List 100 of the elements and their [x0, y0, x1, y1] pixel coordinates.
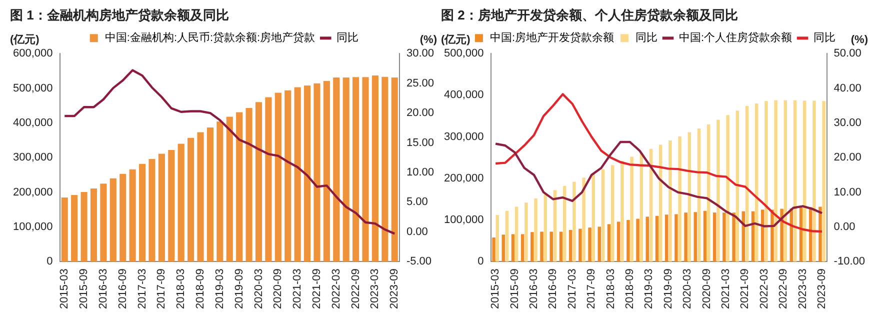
x-tick-label: 2019-03	[214, 268, 226, 310]
bar	[284, 90, 292, 262]
y-tick-label: 0	[478, 256, 484, 268]
y-axis-title: (亿元)	[441, 34, 471, 46]
y2-tick-label: 10.00	[406, 166, 434, 179]
bar	[764, 101, 768, 262]
x-tick-label: 2021-09	[739, 268, 752, 310]
bar	[655, 216, 659, 262]
bar	[582, 178, 586, 262]
bar	[314, 83, 320, 262]
bar	[636, 218, 640, 262]
bar	[694, 212, 698, 262]
bar	[550, 232, 553, 262]
y-tick-label: 300,000	[12, 152, 53, 164]
legend-label: 中国:房地产开发贷款余额	[490, 31, 614, 44]
y-tick-label: 200,000	[444, 172, 484, 184]
y-tick-label: 0	[46, 256, 53, 268]
bar	[496, 215, 499, 262]
bar	[71, 195, 78, 262]
bar	[246, 108, 252, 262]
bar	[304, 86, 311, 262]
bar	[511, 234, 515, 262]
bar	[607, 224, 611, 262]
x-tick-label: 2017-03	[566, 268, 578, 310]
x-tick-label: 2018-03	[175, 268, 188, 310]
bar	[726, 115, 730, 262]
bar	[492, 238, 496, 262]
x-tick-label: 2017-09	[586, 268, 598, 310]
y2-tick-label: 5.00	[406, 196, 428, 208]
x-tick-label: 2019-03	[643, 268, 656, 310]
x-tick-label: 2015-03	[490, 268, 502, 310]
x-tick-label: 2022-03	[758, 268, 770, 310]
bar	[382, 76, 388, 262]
y2-tick-label: 0.00	[834, 220, 856, 233]
bar	[148, 159, 156, 262]
bar	[822, 101, 826, 262]
bar	[534, 198, 538, 262]
bar	[802, 100, 806, 262]
x-tick-label: 2015-03	[58, 268, 71, 310]
legend-label: 同比	[814, 31, 836, 44]
bar	[158, 154, 165, 262]
y-tick-label: 400,000	[12, 116, 53, 129]
x-tick-label: 2019-09	[662, 268, 674, 310]
y2-tick-label: 15.00	[406, 136, 434, 149]
x-tick-label: 2023-03	[369, 268, 382, 310]
bar	[188, 138, 194, 262]
bar	[236, 112, 243, 262]
x-tick-label: 2022-03	[330, 268, 342, 310]
bar	[812, 100, 816, 262]
y2-axis-title: (%)	[420, 34, 438, 46]
bar	[178, 144, 184, 262]
bar	[120, 174, 126, 262]
y2-tick-label: 50.00	[834, 48, 862, 60]
bar	[524, 202, 528, 262]
bar	[362, 77, 369, 262]
bar	[668, 140, 672, 262]
legend-label: 中国:个人住房贷款余额	[679, 31, 792, 44]
x-tick-label: 2020-09	[700, 268, 713, 310]
bar	[674, 214, 678, 262]
bar	[391, 78, 398, 262]
x-tick-label: 2020-03	[252, 268, 265, 310]
bar	[770, 210, 774, 262]
bar	[265, 97, 272, 262]
legend-label: 中国:金融机构:人民币:贷款余额:房地产贷款	[104, 31, 316, 44]
bar	[572, 182, 576, 262]
x-tick-label: 2023-03	[796, 268, 809, 310]
bar	[274, 92, 282, 262]
legend-label: 同比	[636, 31, 658, 44]
x-tick-label: 2021-09	[311, 268, 324, 310]
y-tick-label: 100,000	[12, 220, 53, 233]
x-tick-label: 2016-09	[547, 268, 560, 310]
x-tick-label: 2020-09	[272, 268, 284, 310]
bar	[601, 169, 605, 262]
y2-tick-label: 30.00	[834, 116, 862, 129]
bar	[61, 197, 68, 262]
bar	[520, 234, 524, 262]
bar	[774, 100, 778, 262]
bar	[514, 206, 518, 262]
x-tick-label: 2016-03	[528, 268, 540, 310]
chart-title: 图 2：房地产开发贷余额、个人住房贷款余额及同比	[441, 7, 738, 22]
y2-tick-label: 30.00	[406, 48, 434, 60]
bar	[168, 150, 175, 262]
bar	[553, 190, 557, 262]
y-tick-label: 200,000	[12, 186, 53, 198]
x-tick-label: 2019-09	[233, 268, 246, 310]
bar	[110, 178, 116, 262]
bar	[323, 80, 330, 262]
y-tick-label: 100,000	[444, 214, 484, 226]
x-tick-label: 2023-09	[816, 268, 828, 310]
chart-title: 图 1：金融机构房地产贷款余额及同比	[10, 7, 229, 22]
bar	[138, 164, 146, 262]
x-tick-label: 2018-03	[604, 268, 617, 310]
x-tick-label: 2017-03	[136, 268, 148, 310]
bar	[678, 136, 682, 262]
bar	[780, 208, 784, 262]
x-tick-label: 2021-03	[720, 268, 732, 310]
y-tick-label: 500,000	[12, 82, 53, 94]
bar	[630, 156, 634, 262]
y2-axis-title: (%)	[850, 34, 868, 46]
bar	[226, 116, 233, 262]
